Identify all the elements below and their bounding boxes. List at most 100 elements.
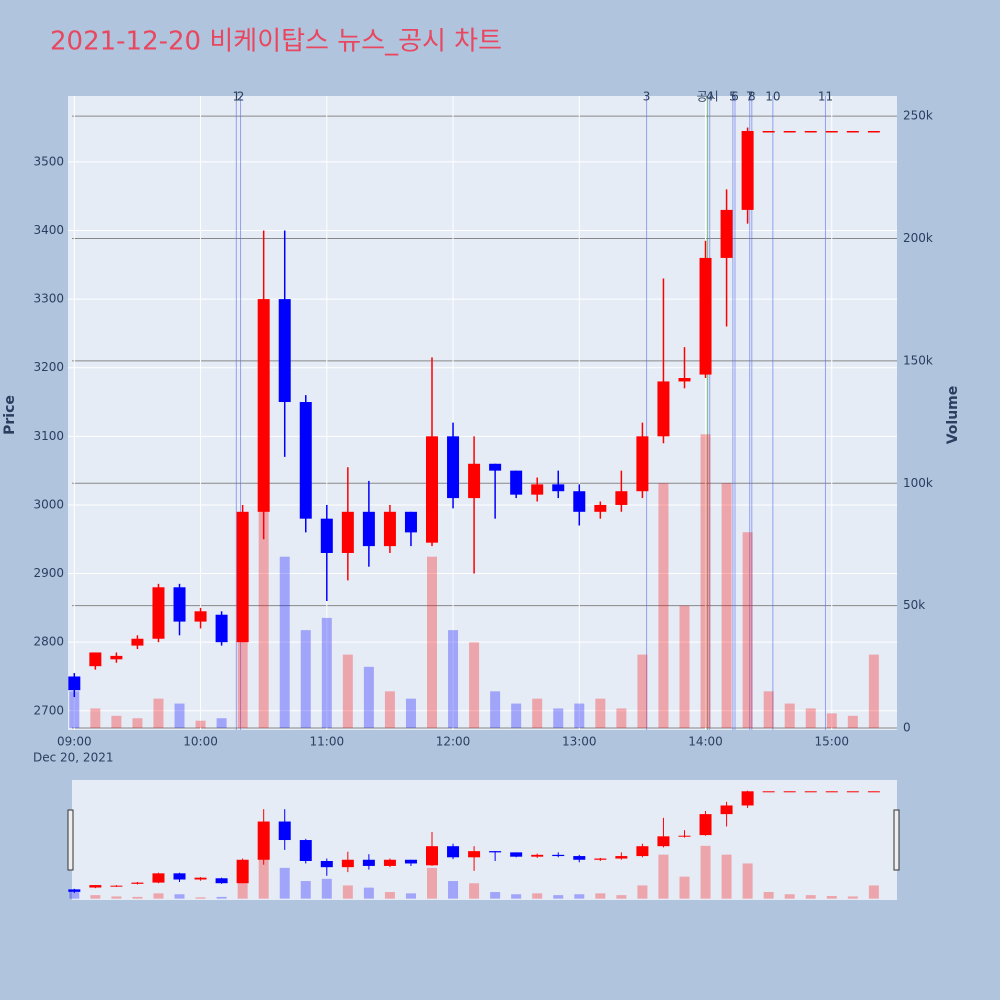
slider-candle-body	[236, 859, 249, 884]
x-tick-label: 14:00	[688, 735, 723, 749]
volume-bar	[721, 483, 732, 729]
slider-volume-bar	[279, 867, 290, 899]
slider-volume-bar	[826, 896, 837, 899]
slider-volume-bar	[490, 892, 501, 899]
candle-body	[257, 299, 270, 512]
volume-bar	[216, 718, 227, 729]
volume-bar	[742, 532, 753, 729]
y-tick-label: 3200	[33, 360, 64, 374]
slider-candle-body	[341, 859, 354, 868]
candle-body	[573, 491, 586, 512]
y-tick-label: 3000	[33, 497, 64, 511]
slider-volume-bar	[153, 893, 164, 899]
chart-title: 2021-12-20 비케이탑스 뉴스_공시 차트	[50, 27, 502, 57]
y-axis-title: Price	[2, 395, 18, 435]
range-slider[interactable]	[72, 780, 897, 900]
slider-candle-body	[194, 877, 207, 880]
slider-candle-body	[404, 859, 417, 864]
candle-body	[783, 130, 796, 133]
slider-volume-bar	[868, 885, 879, 899]
candle-body	[867, 130, 880, 133]
slider-candle-body	[762, 791, 775, 793]
volume-bar	[111, 715, 122, 729]
slider-volume-bar	[132, 896, 143, 899]
candle-body	[489, 463, 502, 471]
slider-handle[interactable]	[893, 809, 900, 871]
candle-body	[383, 511, 396, 547]
slider-volume-bar	[69, 892, 80, 899]
slider-candle-body	[489, 851, 502, 853]
volume-bar	[490, 691, 501, 729]
candle-body	[110, 655, 123, 660]
volume-bar	[279, 556, 290, 729]
plot-area	[68, 96, 897, 730]
candle-body	[510, 470, 523, 495]
y2-tick-label: 150k	[903, 353, 933, 367]
volume-bar	[658, 483, 669, 729]
slider-volume-bar	[111, 896, 122, 899]
volume-bar	[258, 434, 269, 729]
slider-candle-body	[215, 878, 228, 884]
slider-volume-bar	[363, 887, 374, 899]
x-tick-label: 11:00	[310, 735, 345, 749]
x-tick-label: 09:00	[57, 735, 92, 749]
slider-volume-bar	[763, 892, 774, 899]
volume-bar	[679, 605, 690, 729]
candle-body	[804, 130, 817, 133]
candle-body	[615, 491, 628, 505]
volume-bar	[532, 698, 543, 729]
y-tick-label: 3400	[33, 223, 64, 237]
slider-candle-body	[846, 791, 859, 793]
slider-volume-bar	[174, 894, 185, 899]
slider-volume-bar	[784, 894, 795, 899]
slider-candle-body	[468, 851, 481, 858]
slider-volume-bar	[553, 895, 564, 899]
slider-volume-bar	[216, 896, 227, 899]
slider-volume-bar	[616, 895, 627, 899]
slider-candle-body	[426, 846, 439, 866]
slider-handle[interactable]	[67, 809, 74, 871]
candle-body	[741, 130, 754, 210]
candle-body	[720, 209, 733, 258]
candle-body	[341, 511, 354, 553]
slider-volume-bar	[237, 872, 248, 899]
y-tick-label: 2900	[33, 566, 64, 580]
y2-tick-label: 200k	[903, 231, 933, 245]
slider-volume-bar	[342, 885, 353, 899]
annotation-label: 공시	[697, 90, 719, 104]
slider-candle-body	[657, 836, 670, 847]
slider-candle-body	[573, 856, 586, 860]
slider-candle-body	[615, 856, 628, 859]
slider-volume-bar	[448, 881, 459, 899]
slider-candle-body	[89, 885, 102, 888]
candle-body	[152, 587, 165, 639]
slider-volume-bar	[405, 893, 416, 899]
slider-candle-body	[678, 835, 691, 837]
volume-bar	[174, 703, 185, 729]
annotation-label: 10	[765, 90, 780, 104]
slider-marks	[68, 790, 880, 899]
volume-bar	[342, 654, 353, 729]
annotation-label: 8	[748, 90, 756, 104]
candle-body	[89, 652, 102, 667]
x-tick-label: 12:00	[436, 735, 471, 749]
volume-bar	[868, 654, 879, 729]
y2-tick-label: 250k	[903, 109, 933, 123]
grid: 2700 2800 2900 3000 3100 3200 3300 3400 3500 0 50k…	[33, 96, 933, 749]
slider-candle-body	[804, 791, 817, 793]
annotation-label: 11	[818, 90, 833, 104]
slider-volume-bar	[658, 854, 669, 899]
slider-candle-body	[320, 861, 333, 868]
volume-bar	[826, 713, 837, 729]
annotation-label: 5	[729, 90, 737, 104]
slider-candle-body	[257, 821, 270, 860]
x-tick-label: 10:00	[183, 735, 218, 749]
slider-volume-bar	[595, 893, 606, 899]
candle-body	[404, 511, 417, 533]
slider-volume-bar	[300, 881, 311, 899]
slider-volume-bar	[195, 897, 206, 899]
candle-body	[131, 638, 144, 646]
volume-bar	[469, 642, 480, 729]
slider-candle-body	[720, 805, 733, 815]
annotation-label: 7	[746, 90, 754, 104]
